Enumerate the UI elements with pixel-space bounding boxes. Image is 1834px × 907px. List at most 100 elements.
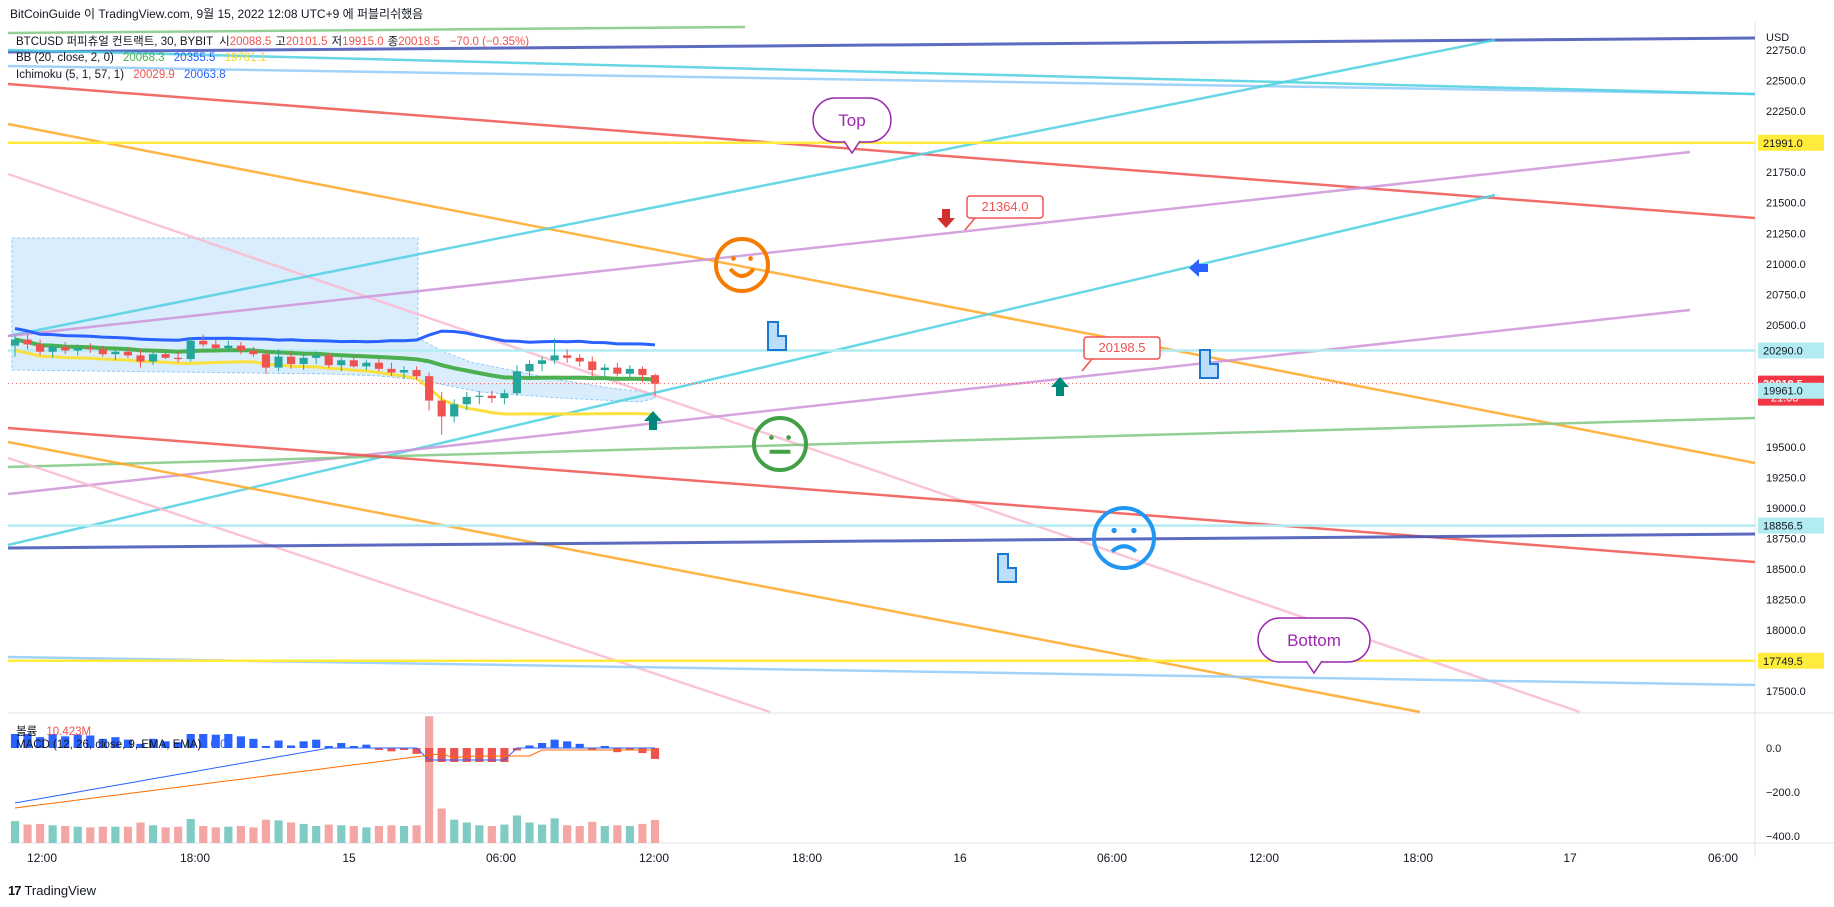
volume-bar	[312, 826, 321, 843]
candle	[450, 399, 459, 423]
callout-bottom: Bottom	[1257, 617, 1371, 675]
candle-body	[299, 357, 308, 364]
time-tick-label: 12:00	[27, 851, 57, 865]
macd-histogram-bar	[650, 748, 660, 759]
macd-histogram-bar	[123, 739, 133, 748]
legend-symbol-row: BTCUSD 퍼피츄얼 컨트랙트, 30, BYBIT 시20088.5 고2010…	[16, 33, 535, 49]
candle-body	[274, 356, 283, 368]
macd-signal-line	[14, 749, 655, 809]
volume-bar	[613, 825, 622, 843]
macd-tick-label: −200.0	[1766, 787, 1800, 799]
candle	[374, 359, 383, 372]
trendline-red-1	[7, 82, 1756, 220]
footer-brand: TradingView	[24, 883, 97, 898]
macd-histogram-bar	[500, 748, 509, 762]
candle	[337, 357, 346, 372]
macd-histogram-bar	[48, 734, 57, 748]
macd-histogram-bar	[437, 748, 446, 762]
time-tick-label: 06:00	[486, 851, 516, 865]
candle-body	[487, 395, 496, 399]
time-tick-label: 18:00	[792, 851, 822, 865]
bb-lower-line	[14, 349, 656, 416]
candle	[312, 351, 321, 364]
time-tick-label: 06:00	[1097, 851, 1127, 865]
candle-body	[462, 396, 471, 405]
sad-face-icon-eye	[1131, 527, 1137, 534]
candle-body	[48, 346, 57, 352]
volume-bar	[374, 826, 383, 843]
macd-histogram-bar	[412, 748, 421, 754]
legend-ichimoku-v2: 20063.8	[184, 69, 226, 81]
macd-histogram-bar	[61, 736, 70, 748]
candle	[462, 392, 471, 411]
candle-body	[563, 355, 572, 358]
volume-bar	[525, 822, 534, 843]
candle	[287, 350, 296, 369]
macd-histogram-bar	[148, 738, 158, 748]
price-tick-label: 20500.0	[1766, 320, 1806, 332]
volume-bar	[174, 826, 183, 843]
candle-body	[249, 350, 258, 355]
macd-histogram-bar	[23, 734, 32, 748]
macd-histogram-bar	[462, 748, 471, 762]
macd-histogram-bar	[600, 746, 609, 748]
volume-bar	[111, 826, 120, 843]
trendline-cyan-2	[7, 38, 1496, 338]
volume-bar	[199, 826, 208, 843]
legend-bb-lower: 19781.1	[224, 52, 267, 64]
price-tick-label: 22250.0	[1766, 106, 1806, 118]
price-tick-label: 21250.0	[1766, 228, 1806, 240]
macd-histogram-bar	[399, 748, 409, 750]
volume-bar	[224, 826, 233, 843]
volume-bar	[236, 826, 245, 843]
candle-body	[387, 368, 396, 373]
candle-body	[588, 361, 597, 371]
volume-bar	[475, 825, 484, 843]
volume-bar	[399, 826, 409, 843]
candle	[10, 335, 20, 357]
macd-histogram-bar	[274, 740, 283, 748]
trendline-cyan-top	[7, 48, 1756, 96]
candle	[324, 352, 333, 368]
note-20198-box	[1083, 336, 1161, 360]
candle-body	[86, 348, 95, 350]
candle	[236, 341, 245, 355]
candle-body	[537, 360, 547, 364]
hand-pointer-icon-shape	[767, 321, 787, 351]
callout-top-text: Top	[838, 111, 865, 130]
macd-histogram-bar	[349, 746, 358, 748]
candle-body	[123, 351, 133, 356]
legend-ichimoku-v1: 20029.9	[133, 69, 175, 81]
price-tick-label: 18750.0	[1766, 534, 1806, 546]
time-tick-label: 12:00	[639, 851, 669, 865]
note-21364-pointer	[964, 217, 976, 231]
arrow-left-icon	[1189, 259, 1208, 277]
price-tick-label: 20750.0	[1766, 289, 1806, 301]
candle	[588, 356, 597, 377]
candle	[613, 362, 622, 377]
macd-histogram-bar	[374, 748, 383, 750]
candle-body	[650, 375, 660, 384]
price-label-badge: 20290.0	[1758, 342, 1824, 359]
macd-histogram-bar	[525, 745, 534, 748]
macd-histogram-bar	[287, 745, 296, 748]
time-tick-label: 12:00	[1249, 851, 1279, 865]
candle	[500, 389, 509, 405]
smile-face-icon-eye	[748, 256, 753, 261]
price-axis-unit: USD	[1766, 32, 1789, 44]
arrow-up-icon-2	[644, 411, 662, 430]
volume-bar	[98, 826, 107, 843]
legend-bb-upper: 20355.5	[173, 52, 216, 64]
price-tick-label: 19500.0	[1766, 442, 1806, 454]
volume-bar	[123, 826, 133, 843]
candle-body	[261, 354, 271, 368]
candle	[148, 351, 158, 366]
footer: 17 TradingView	[8, 883, 96, 898]
macd-histogram-bar	[638, 748, 647, 754]
legend-ichimoku-row: Ichimoku (5, 1, 57, 1) 20029.9 20063.8	[16, 69, 232, 81]
sad-face-icon-eye	[1111, 527, 1117, 534]
macd-histogram-bar	[387, 748, 396, 752]
arrow-down-icon	[937, 209, 955, 228]
price-label-bg	[1758, 517, 1824, 534]
